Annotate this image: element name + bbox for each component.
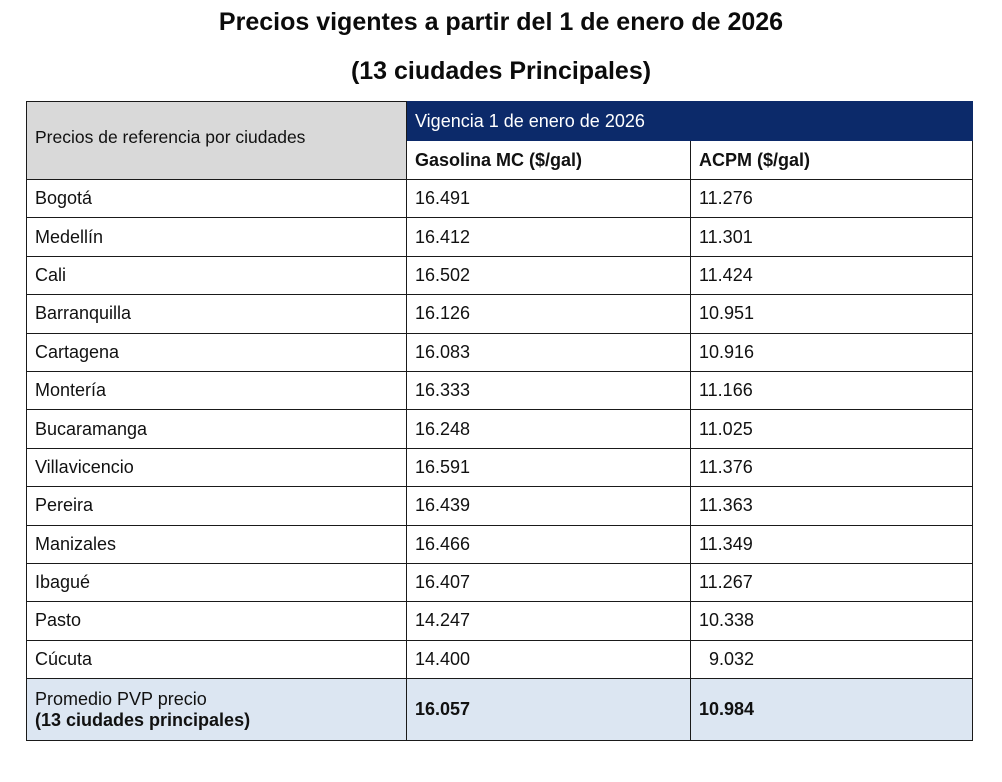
gasolina-cell: 16.407 (406, 562, 691, 603)
gasolina-cell: 14.247 (406, 601, 691, 641)
page-title: Precios vigentes a partir del 1 de enero… (218, 8, 784, 36)
acpm-cell: 11.349 (690, 524, 973, 564)
table-row: Barranquilla 16.126 10.951 (26, 294, 973, 334)
table-row: Villavicencio 16.591 11.376 (26, 447, 973, 488)
average-acpm: 10.984 (690, 678, 973, 742)
table-row: Montería 16.333 11.166 (26, 370, 973, 411)
average-label: Promedio PVP precio (13 ciudades princip… (26, 678, 407, 742)
average-label-line1: Promedio PVP precio (35, 688, 207, 709)
city-cell: Pasto (26, 601, 407, 641)
gasolina-cell: 16.412 (406, 217, 691, 257)
average-label-line2: (13 ciudades principales) (35, 709, 251, 730)
vigencia-header: Vigencia 1 de enero de 2026 (406, 101, 973, 141)
acpm-cell: 11.025 (690, 409, 973, 449)
prices-table: Precios de referencia por ciudades Vigen… (26, 101, 973, 742)
acpm-cell: 11.166 (690, 370, 973, 411)
city-cell: Montería (26, 370, 407, 411)
acpm-cell: 10.338 (690, 601, 973, 641)
gasolina-cell: 16.466 (406, 524, 691, 564)
table-row: Bogotá 16.491 11.276 (26, 178, 973, 219)
table-row: Cartagena 16.083 10.916 (26, 332, 973, 372)
gasolina-cell: 16.333 (406, 370, 691, 411)
table-row: Pasto 14.247 10.338 (26, 601, 973, 641)
acpm-cell: 11.363 (690, 486, 973, 526)
table-row: Ibagué 16.407 11.267 (26, 562, 973, 603)
acpm-cell: 9.032 (690, 639, 973, 680)
table-row: Cúcuta 14.400 9.032 (26, 639, 973, 680)
acpm-cell: 11.424 (690, 255, 973, 296)
acpm-cell: 10.916 (690, 332, 973, 372)
gasolina-cell: 16.126 (406, 294, 691, 334)
gasolina-cell: 16.591 (406, 447, 691, 488)
gasolina-cell: 16.491 (406, 178, 691, 219)
reference-header: Precios de referencia por ciudades (26, 101, 407, 180)
acpm-cell: 11.276 (690, 178, 973, 219)
acpm-cell: 10.951 (690, 294, 973, 334)
table-row: Pereira 16.439 11.363 (26, 486, 973, 526)
gasolina-cell: 16.083 (406, 332, 691, 372)
table-row: Manizales 16.466 11.349 (26, 524, 973, 564)
table-row: Cali 16.502 11.424 (26, 255, 973, 296)
average-row: Promedio PVP precio (13 ciudades princip… (26, 678, 973, 742)
acpm-cell: 11.376 (690, 447, 973, 488)
average-gasolina: 16.057 (406, 678, 691, 742)
gasolina-cell: 16.502 (406, 255, 691, 296)
gasolina-column-header: Gasolina MC ($/gal) (406, 140, 691, 180)
table-row: Medellín 16.412 11.301 (26, 217, 973, 257)
city-cell: Bucaramanga (26, 409, 407, 449)
city-cell: Medellín (26, 217, 407, 257)
city-cell: Cartagena (26, 332, 407, 372)
gasolina-cell: 16.248 (406, 409, 691, 449)
gasolina-cell: 14.400 (406, 639, 691, 680)
page-subtitle: (13 ciudades Principales) (350, 57, 652, 85)
acpm-cell: 11.301 (690, 217, 973, 257)
gasolina-cell: 16.439 (406, 486, 691, 526)
acpm-cell: 11.267 (690, 562, 973, 603)
city-cell: Cúcuta (26, 639, 407, 680)
city-cell: Ibagué (26, 562, 407, 603)
city-cell: Villavicencio (26, 447, 407, 488)
city-cell: Cali (26, 255, 407, 296)
city-cell: Manizales (26, 524, 407, 564)
table-row: Bucaramanga 16.248 11.025 (26, 409, 973, 449)
city-cell: Pereira (26, 486, 407, 526)
city-cell: Bogotá (26, 178, 407, 219)
city-cell: Barranquilla (26, 294, 407, 334)
acpm-column-header: ACPM ($/gal) (690, 140, 973, 180)
